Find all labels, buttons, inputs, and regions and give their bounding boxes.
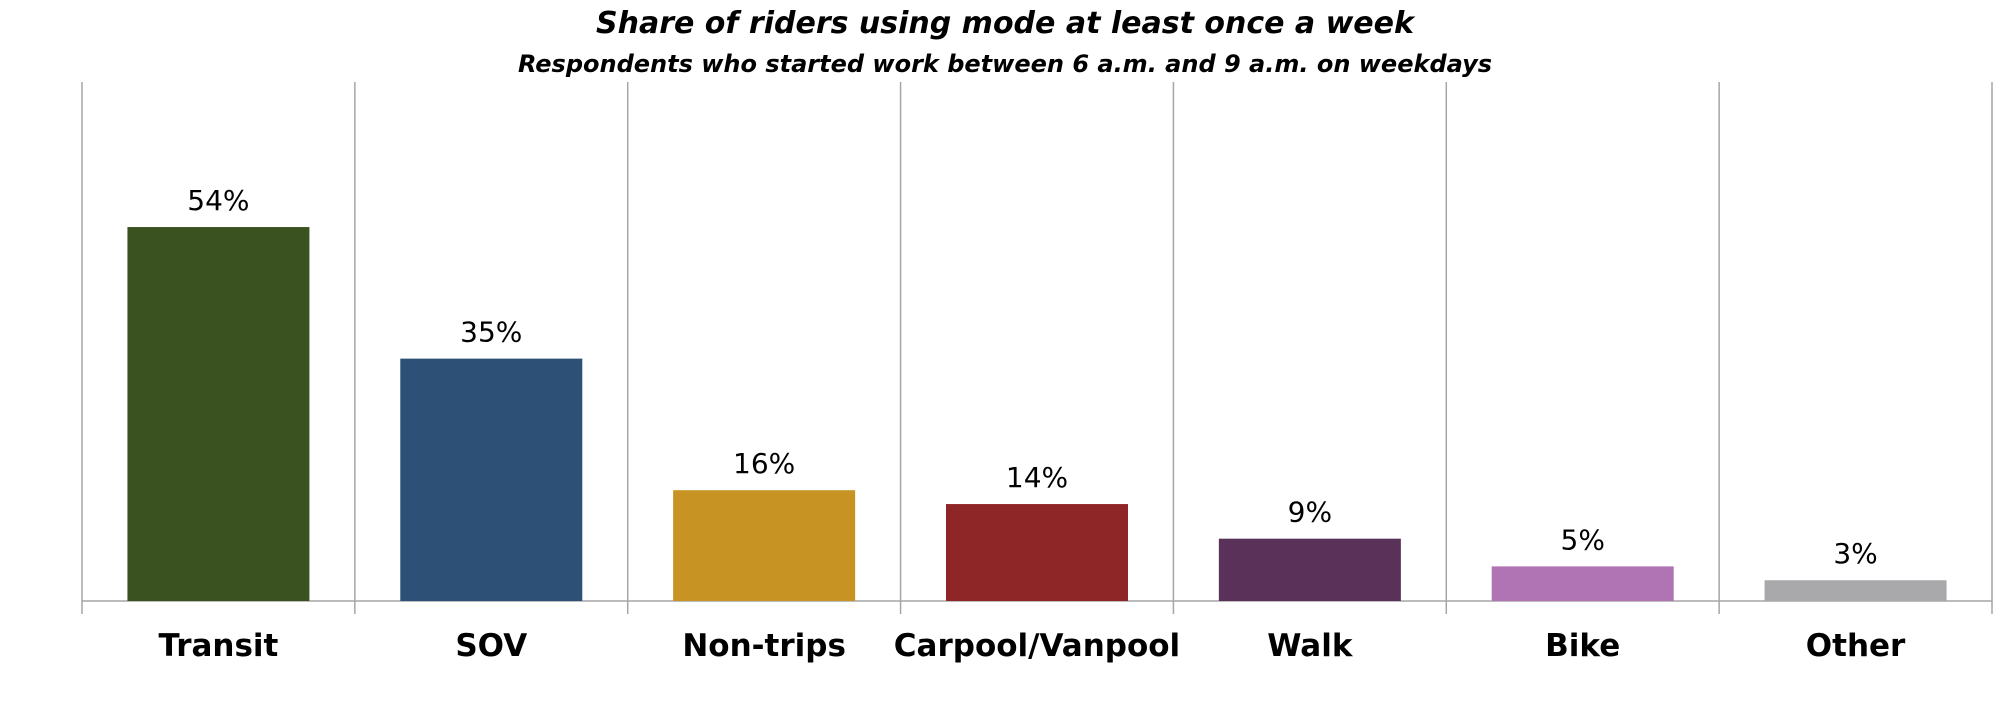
value-label: 16% [733,447,795,480]
category-label: Other [1806,628,1906,664]
value-label: 35% [460,316,522,349]
category-label: SOV [455,628,527,664]
bar-walk [1218,538,1401,601]
category-label: Non-trips [682,628,846,664]
category-separators [81,82,1993,614]
bars [127,227,1947,602]
chart-subtitle: Respondents who started work between 6 a… [517,50,1493,78]
bar-non-trips [673,490,856,601]
value-labels: 54% 35% 16% 14% 9% 5% 3% [187,184,1877,570]
chart-title: Share of riders using mode at least once… [596,6,1414,41]
bar-carpool-vanpool [946,504,1128,601]
category-label: Walk [1267,628,1354,664]
value-label: 14% [1006,461,1068,494]
value-label: 9% [1288,496,1332,529]
bar-other [1764,580,1947,601]
value-label: 3% [1833,537,1877,570]
category-label: Bike [1545,628,1620,664]
category-label: Transit [158,628,278,664]
value-label: 5% [1561,523,1605,556]
bar-transit [127,227,310,602]
bar-bike [1491,566,1674,601]
bar-sov [400,358,583,601]
category-label: Carpool/Vanpool [894,628,1180,664]
value-label: 54% [187,184,249,217]
category-labels: Transit SOV Non-trips Carpool/Vanpool Walk Bi… [158,628,1906,664]
